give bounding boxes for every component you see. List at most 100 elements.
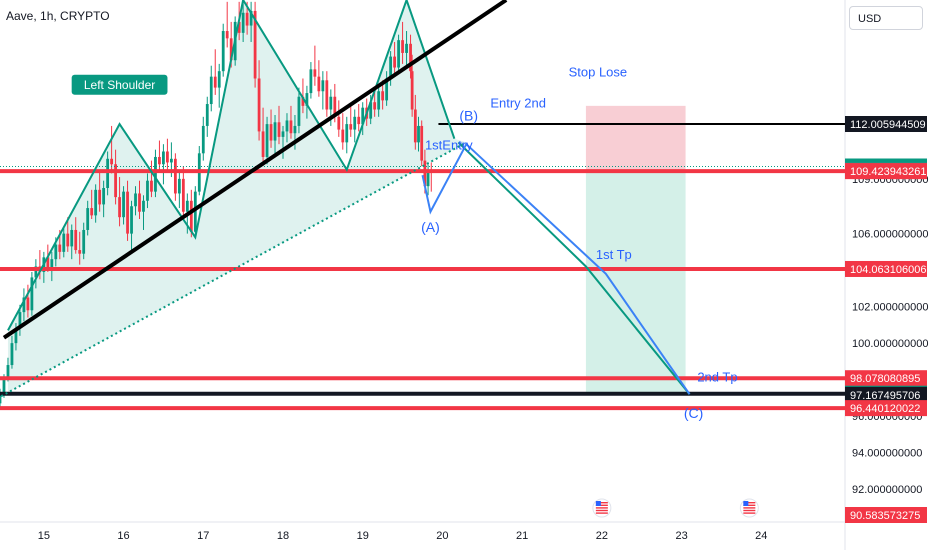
candle-body: [70, 229, 74, 247]
annotation-label: Stop Lose: [569, 65, 628, 80]
price-tag-label: 109.423943261: [850, 166, 926, 178]
candle-body: [357, 116, 361, 125]
currency-selector[interactable]: USD: [849, 6, 923, 30]
candle-body: [413, 109, 417, 143]
candle-body: [150, 180, 153, 192]
candle-body: [82, 229, 86, 254]
price-tag: [845, 260, 927, 277]
candle-body: [122, 191, 125, 218]
candle-body: [185, 200, 189, 212]
candle-body: [273, 122, 277, 141]
candle-body: [417, 125, 420, 143]
price-tag-label: 104.063106006: [850, 264, 926, 276]
projection-green: [457, 141, 691, 395]
candle-body: [261, 131, 265, 157]
candle-body: [66, 233, 70, 247]
price-tag-label: 96.440120022: [850, 403, 920, 415]
take-profit-zone: [585, 171, 686, 394]
flag-stripe: [595, 504, 608, 506]
flag-stripe: [743, 507, 756, 509]
candle-body: [138, 193, 141, 212]
candle-body: [94, 189, 98, 216]
candle-body: [281, 131, 285, 137]
candle-body: [102, 187, 106, 205]
candle-body: [181, 178, 185, 212]
candles: [0, 1, 433, 408]
candle-body: [309, 69, 313, 94]
candle-body: [321, 80, 325, 92]
candle-body: [154, 156, 157, 192]
flag-canton: [743, 501, 749, 506]
price-tag: [845, 116, 927, 133]
flag-stripe: [595, 509, 608, 512]
neckline-dotted: [0, 141, 467, 398]
annotation-label: (C): [684, 405, 703, 421]
candle-body: [209, 76, 213, 105]
y-tick-label: 106.000000000: [852, 229, 928, 241]
candle-body: [126, 191, 129, 234]
candle-body: [130, 206, 133, 234]
flag-stripe: [743, 504, 756, 506]
candle-body: [337, 116, 341, 130]
price-tag: [845, 370, 927, 387]
y-tick-label: 100.000000000: [852, 338, 928, 350]
annotation-label: 1st Tp: [596, 247, 632, 262]
candle-body: [289, 120, 293, 134]
candle-body: [420, 125, 424, 161]
candle-body: [277, 122, 281, 137]
annotation-label: 1stEntry: [425, 138, 473, 153]
candle-body: [14, 328, 18, 344]
candle-body: [249, 10, 253, 26]
candle-body: [269, 124, 273, 141]
candle-body: [241, 12, 245, 33]
x-tick-label: 15: [38, 530, 50, 542]
candle-body: [369, 102, 373, 119]
candle-body: [26, 297, 30, 311]
candle-body: [189, 200, 193, 232]
candle-body: [313, 69, 317, 77]
candle-body: [50, 259, 54, 269]
y-tick-label: 92.000000000: [852, 484, 922, 496]
candle-body: [325, 80, 329, 110]
candle-body: [373, 102, 377, 110]
candle-body: [62, 233, 66, 252]
annotation-box: [71, 74, 168, 95]
annotation-label: 2nd Tp: [697, 369, 737, 384]
candle-body: [305, 93, 309, 106]
candle-body: [205, 104, 209, 126]
candle-body: [361, 107, 365, 125]
price-tag: [845, 386, 927, 403]
y-tick-label: 94.000000000: [852, 448, 922, 460]
candle-body: [333, 96, 337, 117]
candle-body: [74, 229, 78, 251]
price-tag: [845, 163, 927, 180]
candle-body: [34, 266, 38, 278]
x-tick-label: 16: [117, 530, 129, 542]
candle-body: [397, 40, 400, 68]
pattern-fill: [7, 0, 467, 393]
candle-body: [58, 244, 62, 252]
candle-body: [177, 178, 181, 194]
candle-body: [169, 158, 173, 163]
candle-body: [106, 158, 110, 188]
candle-body: [423, 160, 427, 187]
candle-body: [6, 365, 10, 378]
candle-body: [98, 189, 102, 205]
candle-body: [401, 40, 404, 53]
flag-stripe: [595, 502, 608, 504]
candle-body: [30, 277, 34, 311]
candle-body: [317, 76, 321, 92]
candle-body: [22, 297, 26, 313]
annotation-label: (A): [421, 219, 440, 235]
flag-stripe: [595, 507, 608, 509]
flag-canton: [595, 501, 601, 506]
us-flag-icon: [739, 498, 759, 518]
candle-body: [385, 78, 389, 101]
candle-body: [213, 76, 217, 88]
annotation-label: Entry 2nd: [490, 96, 546, 111]
price-tag: [845, 506, 927, 523]
us-flag-icon: [592, 498, 612, 518]
price-tag-label: 98.078080895: [850, 373, 920, 385]
candle-body: [245, 12, 249, 26]
